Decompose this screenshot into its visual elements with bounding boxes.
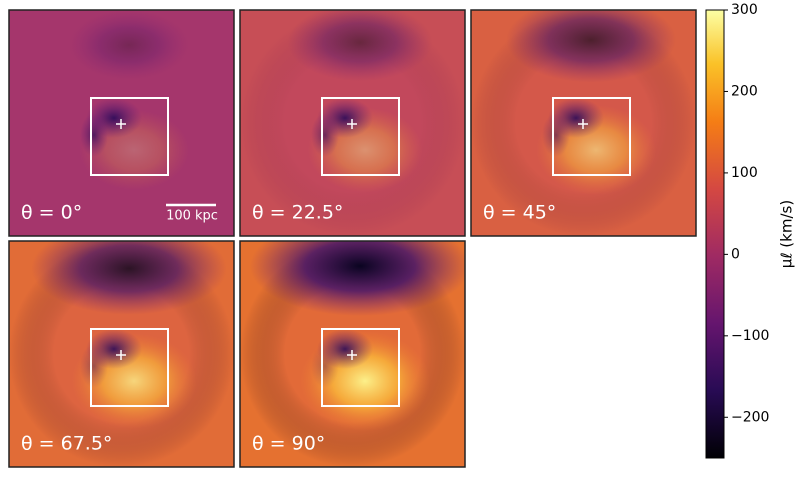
panel-label: θ = 90° xyxy=(252,433,325,455)
colorbar-tick-label: −200 xyxy=(731,409,769,425)
panel-frame xyxy=(239,240,466,468)
dark-region xyxy=(31,241,227,315)
dark-spot xyxy=(542,113,570,157)
panel-label: θ = 22.5° xyxy=(252,202,343,224)
center-marker xyxy=(578,119,588,129)
panel-label: θ = 67.5° xyxy=(21,433,112,455)
colorbar-tick-label: 0 xyxy=(731,246,740,262)
dark-region xyxy=(506,10,676,83)
panel-frame xyxy=(239,9,466,237)
zoom-box xyxy=(552,97,631,176)
panel-image xyxy=(240,10,465,236)
panel: θ = 67.5° xyxy=(8,240,235,468)
zoom-box xyxy=(321,328,400,407)
panel: θ = 45° xyxy=(470,9,697,237)
dark-region xyxy=(250,241,465,316)
panel-label: θ = 0° xyxy=(21,202,82,224)
panel-image xyxy=(9,241,234,467)
colorbar-tick-label: 100 xyxy=(731,165,758,181)
panel: θ = 0° 100 kpc xyxy=(8,9,235,237)
zoom-box xyxy=(90,97,169,176)
colorbar-tick-label: −100 xyxy=(731,328,769,344)
center-marker xyxy=(116,350,126,360)
scale-bar-label: 100 kpc xyxy=(166,209,218,224)
center-marker xyxy=(347,350,357,360)
panel-image xyxy=(9,10,234,236)
colorbar-axis: −200 −100 0 100 200 300 xyxy=(724,2,769,425)
dark-spot xyxy=(311,344,339,388)
zoom-box xyxy=(321,97,400,176)
dark-spot xyxy=(311,113,339,157)
panel-frame xyxy=(8,9,235,237)
dark-spot xyxy=(80,344,108,388)
panel-image xyxy=(240,241,465,467)
panel-frame xyxy=(470,9,697,237)
panel: θ = 22.5° xyxy=(239,9,466,237)
panel: θ = 90° xyxy=(239,240,466,468)
panel-label: θ = 45° xyxy=(483,202,556,224)
dark-region xyxy=(287,10,433,82)
colorbar-label: μℓ (km/s) xyxy=(778,200,796,268)
panel-frame xyxy=(8,240,235,468)
colorbar xyxy=(705,9,725,459)
colorbar-tick-label: 200 xyxy=(731,83,758,99)
dark-spot xyxy=(80,113,108,157)
center-marker xyxy=(116,119,126,129)
panels: θ = 0° 100 kpc θ = 22.5° θ = 45° θ = 67.5° θ … xyxy=(8,9,697,468)
dark-region xyxy=(69,10,189,80)
colorbar-tick-label: 300 xyxy=(731,2,758,18)
zoom-box xyxy=(90,328,169,407)
center-marker xyxy=(347,119,357,129)
